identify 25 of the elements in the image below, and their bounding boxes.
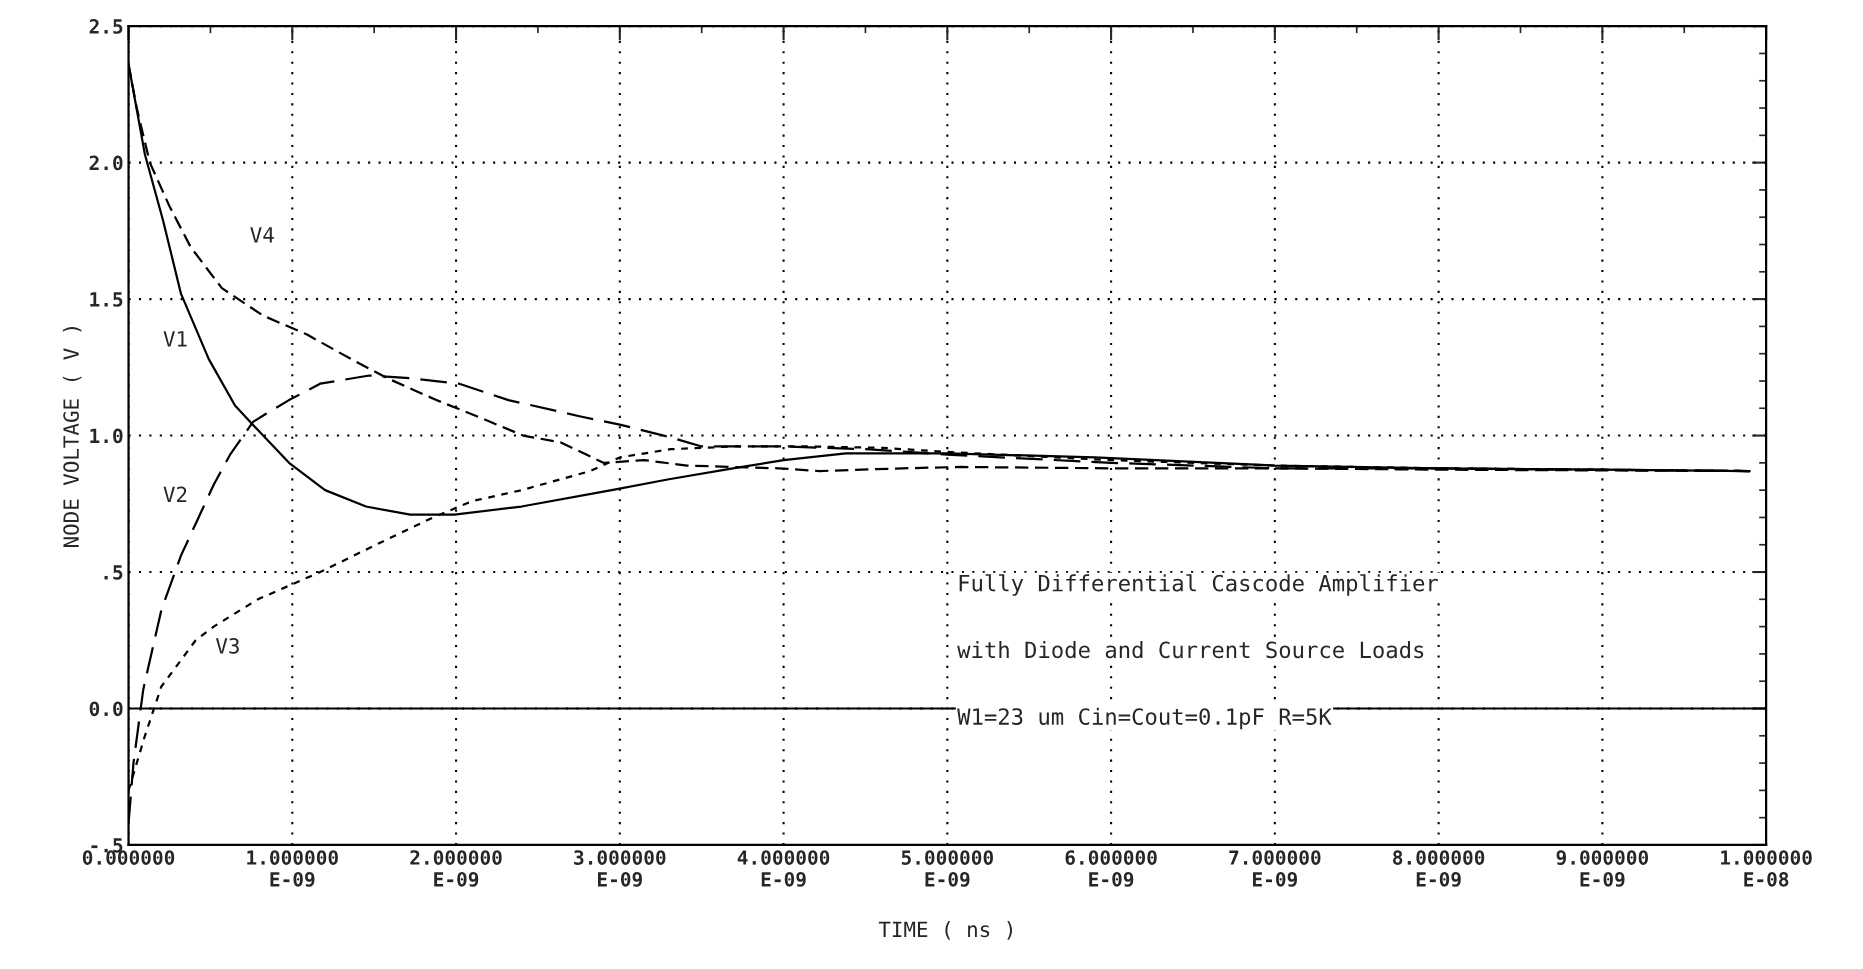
x-tick-label: 4.000000E-09 <box>737 850 830 887</box>
series-label: V3 <box>215 637 239 654</box>
y-tick-label: .5 <box>104 565 123 580</box>
x-tick-label: 5.000000E-09 <box>901 850 993 887</box>
y-tick-label: 2.5 <box>89 19 123 34</box>
annotation: with Diode and Current Source Loads <box>957 641 1424 659</box>
text: V4 <box>250 227 274 243</box>
series-label: V1 <box>163 331 187 347</box>
x-tick-label: 2.000000E-09 <box>410 850 502 887</box>
y-tick-label: 1.0 <box>90 428 123 444</box>
y-tick-label: 2.0 <box>89 155 123 171</box>
annotation: W1=23 um Cin=Cout=0.1pF R=5K <box>957 707 1332 730</box>
x-tick-label: 7.000000E-09 <box>1229 850 1321 887</box>
x-tick-label: 1.000000E-08 <box>1721 850 1812 887</box>
annotation: Fully Differential Cascode Amplifier <box>959 574 1438 596</box>
y-tick-label: 1.5 <box>90 292 123 307</box>
x-tick-label: 8.000000E-09 <box>1393 850 1485 887</box>
series-label: V2 <box>163 486 187 502</box>
y-axis-title: NODE VOLTAGE ( V ) <box>62 327 82 548</box>
x-tick-label: 9.000000E-09 <box>1556 850 1649 887</box>
x-tick-label: 1.000000E-09 <box>247 850 338 887</box>
x-tick-label: 3.000000E-09 <box>574 850 666 887</box>
x-axis-title: TIME ( ns ) <box>878 921 1012 940</box>
y-tick-label: 0.0 <box>89 701 123 717</box>
x-tick-label: 6.000000E-09 <box>1065 850 1157 887</box>
